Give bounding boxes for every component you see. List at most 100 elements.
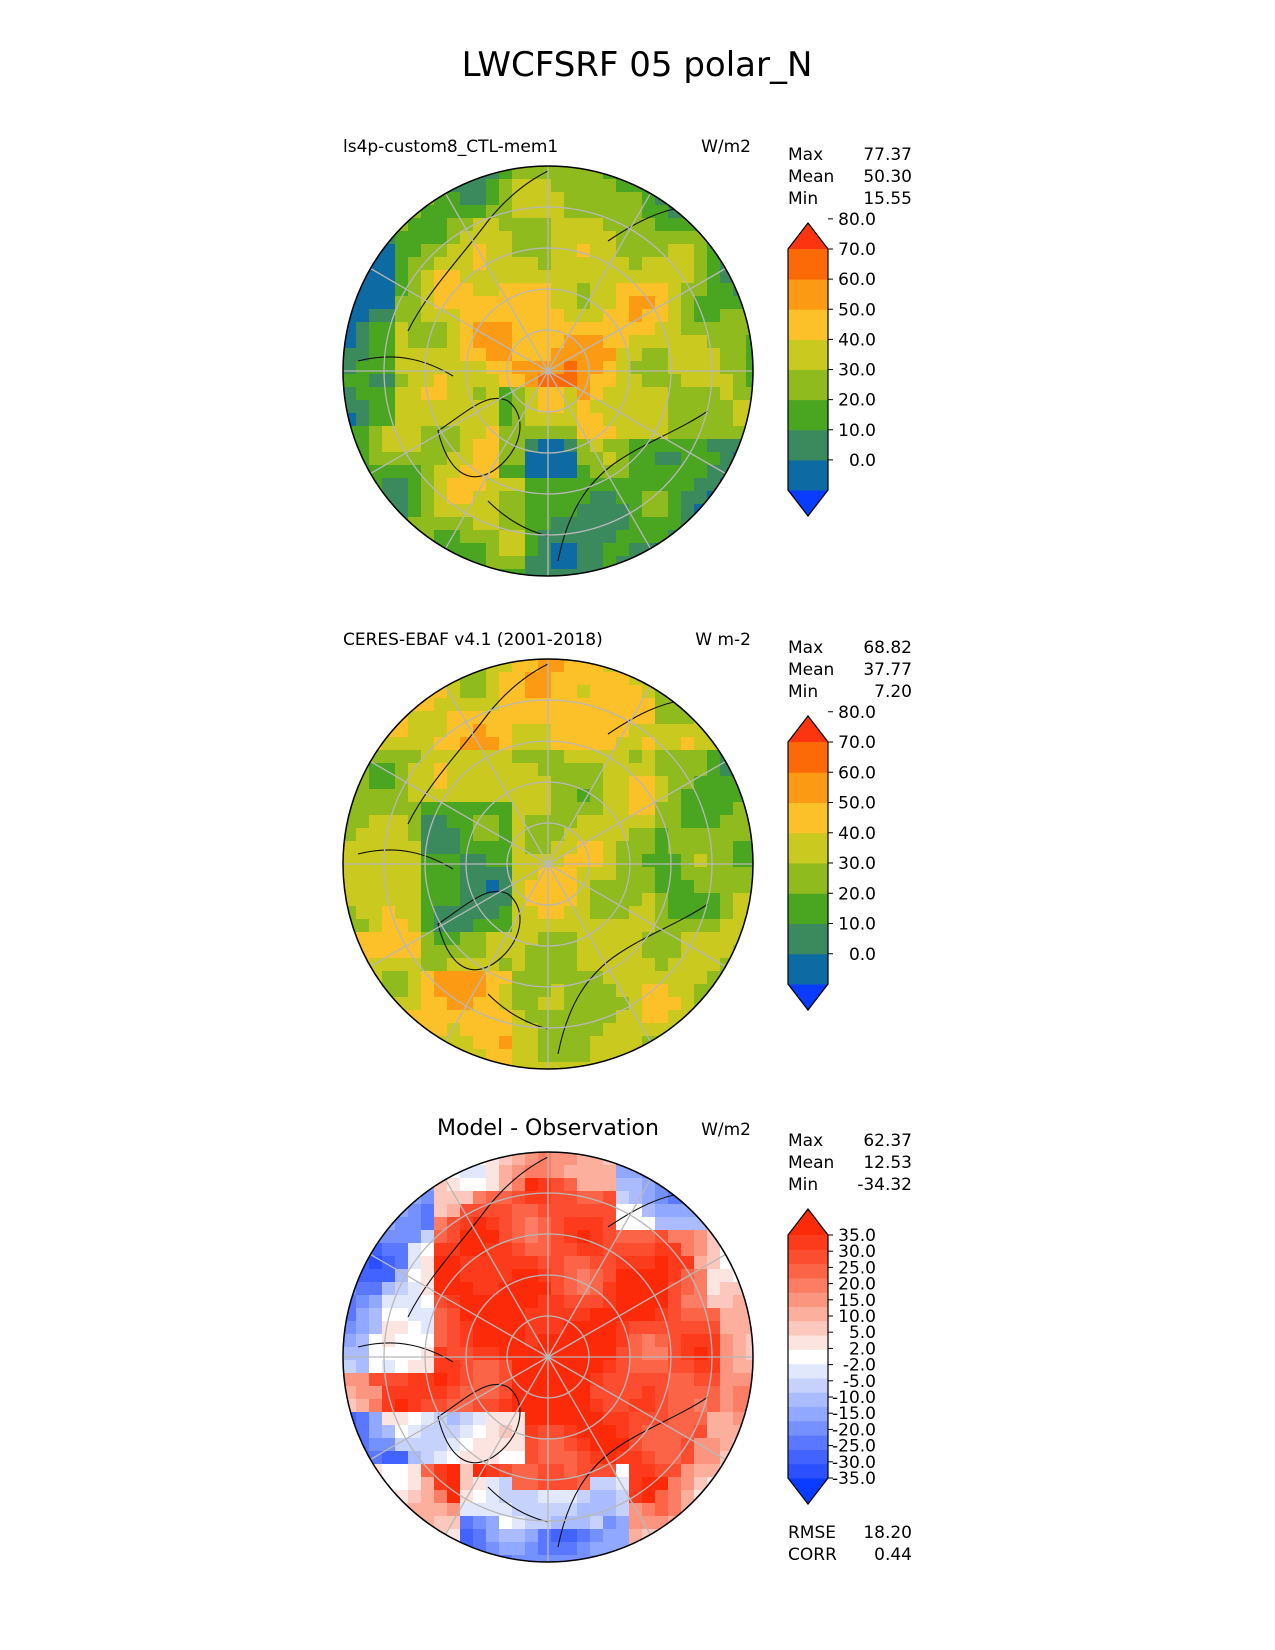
colorbar-swatch (788, 1363, 828, 1379)
colorbar-outline (787, 222, 829, 517)
colorbar-tick-label: 30.0 (838, 854, 876, 874)
colorbar-swatch (788, 742, 828, 773)
rmse-value: 18.20 (863, 1523, 912, 1543)
colorbar-swatch (788, 1420, 828, 1436)
colorbar-swatch (788, 309, 828, 340)
colorbar-tick-label: 70.0 (838, 733, 876, 753)
colorbar-swatch (788, 893, 828, 924)
panel-left-label: ls4p-custom8_CTL-mem1 (343, 137, 558, 157)
panel-units: W m-2 (695, 630, 751, 650)
meridian-line (444, 1179, 549, 1358)
colorbar-swatch (788, 1349, 828, 1365)
colorbar-tick-label: -35.0 (832, 1469, 876, 1489)
meridian-line (547, 863, 652, 1042)
colorbar-extend-high (788, 1209, 828, 1235)
data-field (343, 1152, 753, 1562)
colorbar-tick-label: 15.0 (838, 1291, 876, 1311)
colorbar-tick-label: 10.0 (838, 421, 876, 441)
meridian-line (444, 686, 549, 865)
panel-test: ls4p-custom8_CTL-mem1 W/m2 Max 77.37 Mea… (342, 137, 912, 577)
coastline-2 (557, 1396, 709, 1548)
stat-min-value: 7.20 (874, 682, 912, 702)
colorbar-tick-label: 30.0 (838, 361, 876, 381)
colorbar: -35.0-30.0-25.0-20.0-15.0-10.0-5.0-2.02.… (787, 1208, 876, 1505)
colorbar: 0.0 10.0 20.0 30.0 40.0 50.0 60.0 70.0 80.0 (787, 210, 876, 517)
colorbar-swatch (788, 1449, 828, 1465)
colorbar-swatch (788, 923, 828, 955)
colorbar-swatch (788, 1435, 828, 1450)
meridian-line (370, 1253, 549, 1358)
meridian-line (547, 1253, 726, 1358)
stat-min-label: Min (788, 682, 818, 702)
colorbar-tick-label: 10.0 (838, 1307, 876, 1327)
meridian-line (547, 193, 652, 372)
stat-max-label: Max (788, 1131, 823, 1151)
colorbar-extend-low (788, 490, 828, 516)
map-boundary (342, 165, 754, 577)
colorbar-tick-label: 35.0 (838, 1226, 876, 1246)
colorbar-swatch (788, 339, 828, 370)
stat-max-label: Max (788, 145, 823, 165)
colorbar-tick-label: -10.0 (832, 1388, 876, 1408)
meridian-line (547, 370, 726, 475)
colorbar-swatch (788, 832, 828, 864)
coastline-1 (437, 890, 521, 971)
stat-min-value: 15.55 (863, 189, 912, 209)
coastline-1 (437, 397, 521, 478)
graticule (343, 1152, 753, 1562)
meridian-line (547, 863, 726, 968)
panel-units: W/m2 (701, 137, 751, 157)
colorbar-tick-label: 80.0 (838, 210, 876, 230)
meridian-line (370, 267, 549, 372)
corr-value: 0.44 (874, 1545, 912, 1565)
meridian-line (444, 863, 549, 1042)
meridian-line (547, 1356, 726, 1461)
colorbar-swatch (788, 1235, 828, 1250)
colorbar-tick-label: 40.0 (838, 330, 876, 350)
colorbar-tick-label: 20.0 (838, 884, 876, 904)
data-field (343, 166, 753, 576)
colorbar-swatch (788, 1406, 828, 1422)
data-field (343, 659, 753, 1069)
meridian-line (547, 686, 652, 865)
colorbar-tick-label: 50.0 (838, 794, 876, 814)
colorbar-swatch (788, 863, 828, 894)
stat-max-value: 68.82 (863, 638, 912, 658)
meridian-line (370, 863, 549, 968)
colorbar: 0.0 10.0 20.0 30.0 40.0 50.0 60.0 70.0 80.0 (787, 703, 876, 1011)
colorbar-tick-label: -15.0 (832, 1404, 876, 1424)
meridian-line (444, 1356, 549, 1535)
meridian-line (547, 370, 652, 549)
colorbar-swatch (788, 249, 828, 280)
meridian-line (370, 370, 549, 475)
colorbar-swatch (788, 1463, 828, 1479)
panel-diff: Model - Observation W/m2 Max 62.37 Mean … (342, 1116, 912, 1565)
colorbar-tick-label: 20.0 (838, 1275, 876, 1295)
meridian-line (547, 1356, 652, 1535)
colorbar-swatch (788, 459, 828, 491)
colorbar-swatch (788, 429, 828, 461)
colorbar-tick-label: 50.0 (838, 300, 876, 320)
panel-units: W/m2 (701, 1120, 751, 1140)
map-boundary (342, 658, 754, 1070)
stat-mean-value: 37.77 (863, 660, 912, 680)
stat-max-label: Max (788, 638, 823, 658)
graticule (343, 166, 753, 576)
panel-reference: CERES-EBAF v4.1 (2001-2018) W m-2 Max 68… (342, 630, 912, 1070)
colorbar-tick-label: 0.0 (849, 451, 876, 471)
colorbar-swatch (788, 1320, 828, 1336)
meridian-line (370, 1356, 549, 1461)
polar-map (342, 658, 754, 1070)
colorbar-extend-high (788, 716, 828, 742)
coastline-1 (437, 1383, 521, 1464)
stat-min-label: Min (788, 189, 818, 209)
colorbar-extend-low (788, 1478, 828, 1504)
coastlines (357, 663, 709, 1055)
stat-mean-value: 50.30 (863, 167, 912, 187)
coastline-2 (557, 410, 709, 562)
colorbar-swatch (788, 772, 828, 803)
stat-mean-value: 12.53 (863, 1153, 912, 1173)
graticule (343, 659, 753, 1069)
polar-map (342, 1151, 754, 1563)
meridian-line (547, 760, 726, 865)
